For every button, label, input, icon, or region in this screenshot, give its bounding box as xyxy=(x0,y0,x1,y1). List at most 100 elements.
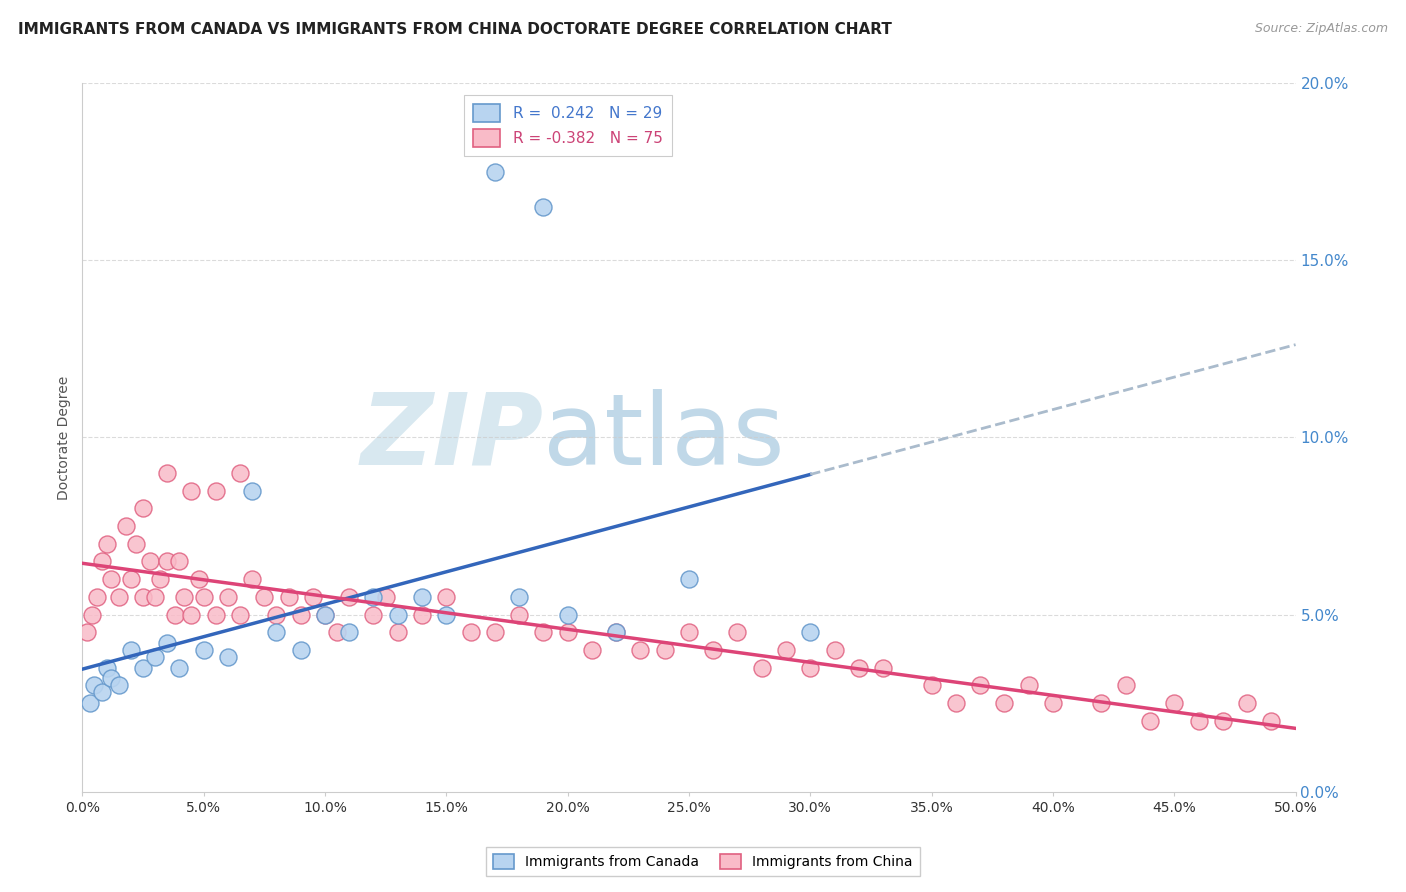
Point xyxy=(229,466,252,480)
Point xyxy=(180,483,202,498)
Point xyxy=(240,483,263,498)
Point xyxy=(411,590,433,604)
Point xyxy=(156,636,179,650)
Point xyxy=(1212,714,1234,728)
Point xyxy=(90,554,112,568)
Point xyxy=(266,625,288,640)
Point xyxy=(508,590,530,604)
Point xyxy=(678,625,700,640)
Point xyxy=(314,607,336,622)
Point xyxy=(90,685,112,699)
Point xyxy=(654,643,676,657)
Point xyxy=(76,625,98,640)
Point xyxy=(96,537,118,551)
Point xyxy=(143,650,166,665)
Point xyxy=(1018,678,1040,692)
Point xyxy=(139,554,162,568)
Point xyxy=(187,572,209,586)
Point xyxy=(557,607,579,622)
Point xyxy=(751,660,773,674)
Point xyxy=(290,607,312,622)
Text: atlas: atlas xyxy=(543,389,785,486)
Point xyxy=(531,625,554,640)
Point xyxy=(337,590,360,604)
Point xyxy=(193,643,215,657)
Point xyxy=(1139,714,1161,728)
Point xyxy=(253,590,276,604)
Point xyxy=(727,625,749,640)
Point xyxy=(143,590,166,604)
Point xyxy=(107,590,129,604)
Point xyxy=(83,678,105,692)
Point xyxy=(1042,696,1064,710)
Point xyxy=(229,607,252,622)
Point xyxy=(156,466,179,480)
Point xyxy=(204,483,226,498)
Legend: Immigrants from Canada, Immigrants from China: Immigrants from Canada, Immigrants from … xyxy=(486,847,920,876)
Point xyxy=(193,590,215,604)
Point xyxy=(1163,696,1185,710)
Point xyxy=(411,607,433,622)
Point xyxy=(605,625,627,640)
Point xyxy=(1260,714,1282,728)
Point xyxy=(132,660,155,674)
Point xyxy=(173,590,195,604)
Point xyxy=(107,678,129,692)
Point xyxy=(204,607,226,622)
Point xyxy=(460,625,482,640)
Point xyxy=(80,607,103,622)
Text: ZIP: ZIP xyxy=(360,389,543,486)
Point xyxy=(337,625,360,640)
Text: IMMIGRANTS FROM CANADA VS IMMIGRANTS FROM CHINA DOCTORATE DEGREE CORRELATION CHA: IMMIGRANTS FROM CANADA VS IMMIGRANTS FRO… xyxy=(18,22,893,37)
Point xyxy=(326,625,349,640)
Point xyxy=(775,643,797,657)
Point xyxy=(799,625,821,640)
Point xyxy=(132,590,155,604)
Point xyxy=(120,572,142,586)
Point xyxy=(96,660,118,674)
Point xyxy=(120,643,142,657)
Point xyxy=(484,165,506,179)
Point xyxy=(848,660,870,674)
Point xyxy=(921,678,943,692)
Point xyxy=(993,696,1015,710)
Point xyxy=(86,590,108,604)
Point xyxy=(628,643,651,657)
Point xyxy=(124,537,146,551)
Text: Source: ZipAtlas.com: Source: ZipAtlas.com xyxy=(1254,22,1388,36)
Y-axis label: Doctorate Degree: Doctorate Degree xyxy=(58,376,72,500)
Point xyxy=(301,590,323,604)
Point xyxy=(290,643,312,657)
Point xyxy=(79,696,101,710)
Point xyxy=(149,572,172,586)
Point xyxy=(484,625,506,640)
Point xyxy=(387,625,409,640)
Legend: R =  0.242   N = 29, R = -0.382   N = 75: R = 0.242 N = 29, R = -0.382 N = 75 xyxy=(464,95,672,156)
Point xyxy=(374,590,396,604)
Point xyxy=(240,572,263,586)
Point xyxy=(363,607,385,622)
Point xyxy=(702,643,724,657)
Point xyxy=(180,607,202,622)
Point xyxy=(100,572,122,586)
Point xyxy=(678,572,700,586)
Point xyxy=(314,607,336,622)
Point xyxy=(969,678,991,692)
Point xyxy=(872,660,894,674)
Point xyxy=(169,660,191,674)
Point xyxy=(169,554,191,568)
Point xyxy=(115,519,138,533)
Point xyxy=(434,590,457,604)
Point xyxy=(945,696,967,710)
Point xyxy=(217,650,239,665)
Point xyxy=(508,607,530,622)
Point xyxy=(605,625,627,640)
Point xyxy=(557,625,579,640)
Point xyxy=(163,607,186,622)
Point xyxy=(277,590,299,604)
Point xyxy=(434,607,457,622)
Point xyxy=(266,607,288,622)
Point xyxy=(387,607,409,622)
Point xyxy=(824,643,846,657)
Point xyxy=(363,590,385,604)
